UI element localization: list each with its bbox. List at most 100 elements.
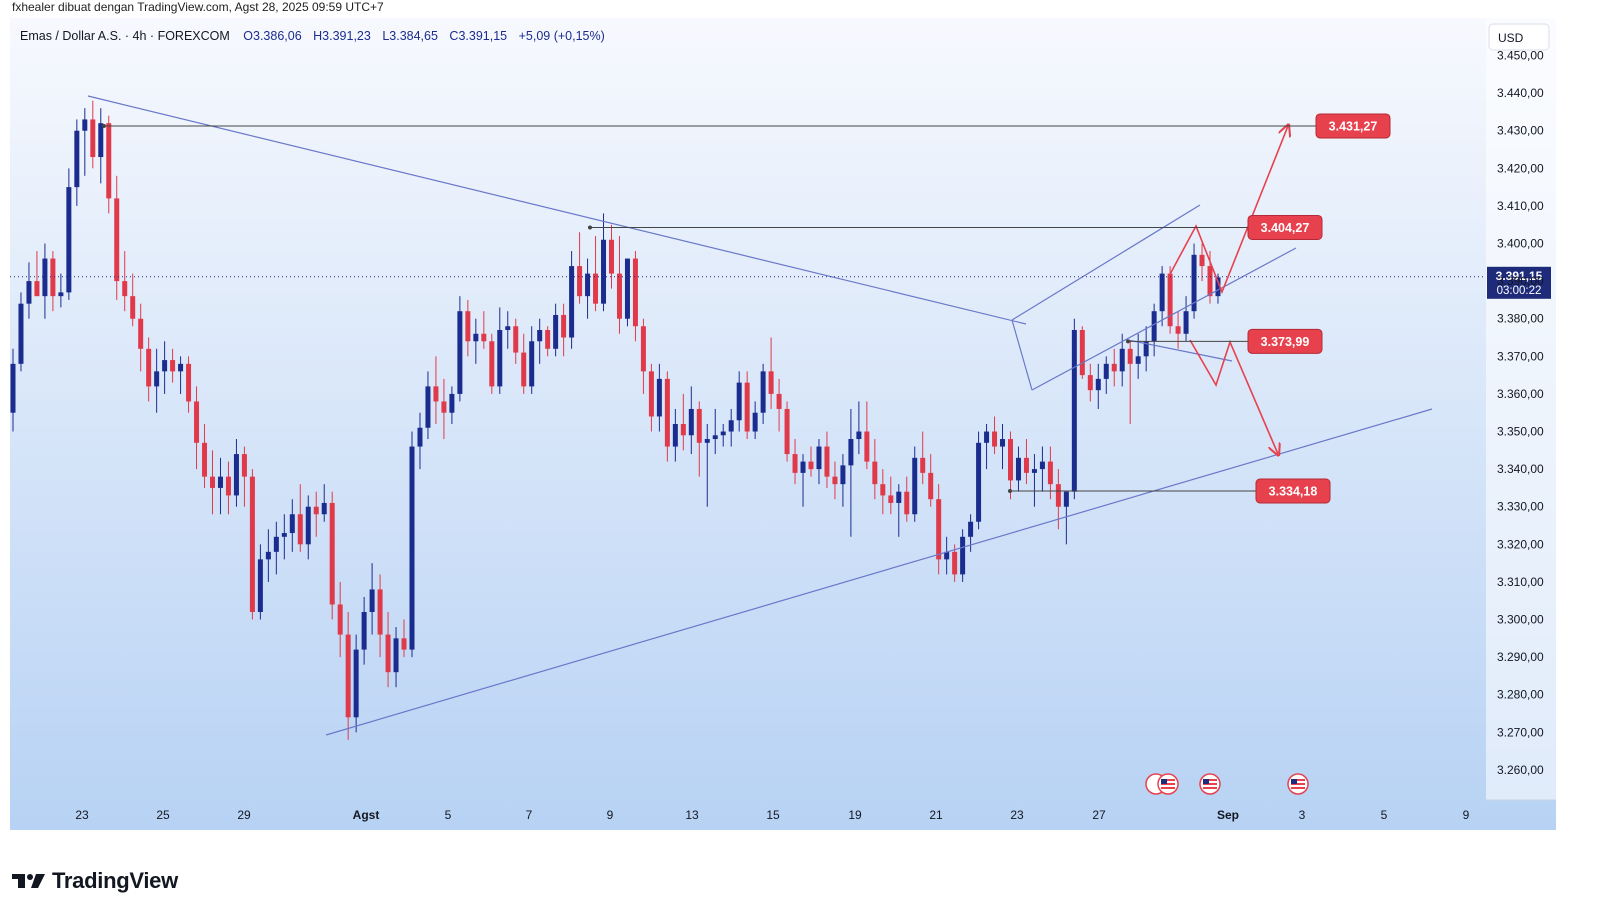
time-tick-label: 13 — [685, 808, 699, 822]
candle-body — [784, 408, 790, 455]
candle-body — [840, 465, 846, 485]
time-tick-label: 29 — [237, 808, 251, 822]
current-price-tag[interactable] — [1487, 266, 1551, 299]
chart-area[interactable]: 3.431,27 3.404,27 3.373,99 3.334,18 3.391,15… — [10, 18, 1590, 850]
price-axis[interactable]: 3.260,00 3.270,00 3.280,00 3.290,00 3.300,00… — [1497, 49, 1544, 777]
candle-body — [385, 634, 391, 673]
candle-body — [904, 491, 910, 515]
price-level-badge[interactable] — [1255, 478, 1331, 504]
candle-body — [353, 649, 359, 718]
breakdown-line[interactable] — [1127, 339, 1233, 362]
price-level-badge[interactable] — [1247, 214, 1323, 240]
candle-body — [768, 371, 774, 394]
price-tick-label: 3.260,00 — [1497, 763, 1544, 777]
candle-body — [896, 491, 902, 503]
candlestick-chart[interactable]: 3.431,27 3.404,27 3.373,99 3.334,18 3.391,15… — [10, 18, 1590, 850]
us-flag-event-icon[interactable] — [1199, 773, 1221, 795]
candle — [1143, 326, 1149, 372]
legend-close: C3.391,15 — [449, 29, 507, 43]
price-level-badge[interactable] — [1315, 113, 1391, 139]
price-tick-label: 3.360,00 — [1497, 387, 1544, 401]
price-level-badge[interactable] — [1247, 328, 1323, 354]
time-axis[interactable]: 23 25 29 Agst 5 7 9 13 15 19 21 23 27 Sep 3 5 9 — [75, 808, 1469, 822]
candle-body — [1111, 363, 1117, 372]
candle-body — [928, 472, 934, 500]
candle-body — [465, 311, 471, 342]
price-tick-label: 3.320,00 — [1497, 537, 1544, 551]
candle-body — [281, 533, 287, 537]
candle — [656, 363, 662, 432]
countdown-timer-label: 03:00:22 — [1497, 285, 1542, 297]
candle-body — [912, 457, 918, 515]
brand-name: TradingView — [52, 868, 178, 893]
candle-body — [82, 119, 88, 131]
candles-layer — [10, 100, 1221, 740]
channel-side-line[interactable] — [1011, 319, 1033, 391]
level-anchor-dot — [1126, 339, 1130, 344]
candle-body — [170, 360, 176, 372]
trendline-resistance[interactable] — [87, 95, 1027, 325]
candle — [1023, 439, 1029, 485]
candle — [521, 333, 527, 394]
tradingview-logo[interactable]: TradingView — [12, 868, 178, 894]
candle-body — [1071, 330, 1077, 492]
candle-body — [1215, 277, 1221, 297]
candle — [481, 311, 487, 349]
candle — [449, 386, 455, 424]
candle-body — [321, 502, 327, 515]
candle — [1175, 311, 1181, 349]
candle-body — [561, 314, 567, 338]
candle — [569, 251, 575, 349]
candle — [632, 251, 638, 342]
candle-body — [225, 476, 231, 496]
candle — [441, 378, 447, 440]
bullish-arrow-path[interactable] — [1167, 126, 1288, 295]
candle-body — [146, 348, 152, 387]
candle — [297, 484, 303, 552]
candle-body — [800, 461, 806, 473]
candle-body — [545, 330, 551, 349]
candle — [82, 108, 88, 176]
candle — [832, 461, 838, 500]
candle-body — [1063, 491, 1069, 507]
channel-upper-line[interactable] — [1011, 204, 1201, 321]
candle — [257, 544, 263, 620]
candle-body — [960, 536, 966, 575]
candle — [473, 318, 479, 364]
candle-body — [369, 589, 375, 612]
us-flag-event-icon[interactable] — [1287, 773, 1309, 795]
candle — [1079, 326, 1085, 379]
candle — [880, 469, 886, 515]
candle — [178, 356, 184, 394]
candle-body — [601, 239, 607, 304]
candle — [433, 356, 439, 424]
legend-low: L3.384,65 — [382, 29, 438, 43]
candle — [1183, 296, 1189, 342]
candle-body — [976, 442, 982, 522]
event-icons[interactable] — [1145, 773, 1309, 795]
economic-event-icon[interactable] — [1145, 773, 1179, 795]
price-tick-label: 3.400,00 — [1497, 237, 1544, 251]
candle-body — [90, 119, 96, 158]
price-tick-label: 3.310,00 — [1497, 575, 1544, 589]
candle-body — [34, 281, 40, 297]
price-tick-label: 3.290,00 — [1497, 650, 1544, 664]
candle — [784, 401, 790, 462]
trendline-support[interactable] — [325, 408, 1433, 736]
time-tick-label: 5 — [445, 808, 452, 822]
candle-body — [720, 431, 726, 436]
currency-button[interactable]: USD — [1488, 23, 1550, 51]
candle-body — [130, 296, 136, 319]
candle-body — [1135, 356, 1141, 364]
attribution-text: fxhealer dibuat dengan TradingView.com, … — [12, 0, 384, 14]
candle-body — [433, 386, 439, 402]
candle-body — [233, 454, 239, 496]
candle — [872, 439, 878, 500]
candle — [194, 386, 200, 470]
channel-lower-line[interactable] — [1031, 247, 1297, 391]
candle-body — [569, 266, 575, 338]
candle — [138, 303, 144, 372]
candle — [840, 454, 846, 507]
bearish-arrow-path[interactable] — [1189, 339, 1278, 454]
candle — [1151, 303, 1157, 357]
